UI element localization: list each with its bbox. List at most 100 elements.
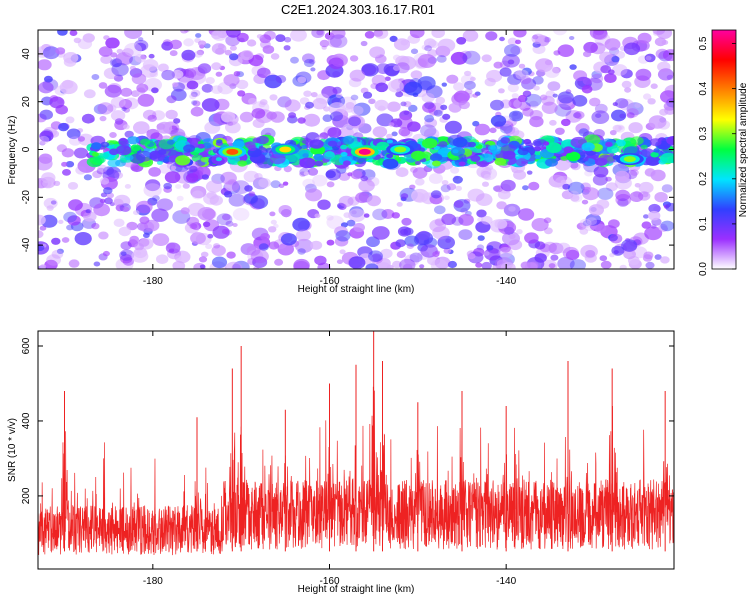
heatmap-cell (364, 31, 375, 39)
heatmap-cell (77, 136, 85, 142)
heatmap-cell (401, 217, 412, 226)
heatmap-cell (407, 121, 421, 132)
heatmap-cell (246, 245, 261, 256)
heatmap-cell (662, 49, 674, 62)
heatmap-cell (193, 50, 203, 58)
heatmap-cell (326, 181, 335, 188)
heatmap-cell (111, 62, 129, 77)
heatmap-cell (350, 170, 363, 180)
heatmap-cell (408, 104, 418, 112)
heatmap-cell (518, 208, 535, 221)
heatmap-cell (456, 37, 467, 45)
heatmap-cell (609, 130, 617, 136)
heatmap-cell (248, 191, 256, 197)
heatmap-cell (372, 126, 388, 138)
heatmap-cell (437, 38, 456, 53)
heatmap-cell (237, 160, 248, 167)
heatmap-cell (596, 199, 610, 210)
heatmap-cell (190, 232, 206, 245)
heatmap-cell (604, 38, 621, 51)
heatmap-cell (315, 93, 330, 105)
heatmap-cell (376, 141, 390, 151)
heatmap-cell (444, 120, 462, 134)
heatmap-panel: -180 -160 -140 40 20 0 -20 -40 Height of strai… (7, 29, 675, 295)
heatmap-cell (414, 161, 421, 165)
heatmap-cell (349, 55, 359, 62)
heatmap-cell (55, 47, 66, 55)
heatmap-cell (347, 172, 353, 177)
heatmap-cell (224, 261, 243, 269)
heatmap-cell (297, 248, 306, 255)
heatmap-cell (283, 165, 292, 173)
heatmap-cell (532, 76, 544, 85)
heatmap-cell (50, 200, 57, 205)
heatmap-cell (631, 246, 648, 259)
heatmap-cell (166, 95, 177, 104)
heatmap-cell (419, 264, 425, 269)
heatmap-cell (554, 103, 572, 117)
heatmap-cell (38, 244, 45, 252)
heatmap-cell (581, 85, 593, 94)
heatmap-cell (119, 249, 135, 261)
heatmap-cell (569, 64, 577, 70)
heatmap-cell (475, 262, 483, 268)
heatmap-cell (553, 30, 567, 36)
heatmap-cell (410, 70, 423, 80)
heatmap-cell (197, 143, 205, 149)
heatmap-cell (189, 223, 198, 230)
heatmap-cell (660, 256, 670, 264)
heatmap-cell (139, 221, 155, 233)
heatmap-cell (204, 121, 221, 134)
heatmap-cell (569, 259, 586, 269)
heatmap-cell (409, 184, 416, 190)
heatmap-cell (534, 154, 542, 160)
heatmap-cell (335, 230, 351, 242)
heatmap-cell (365, 263, 379, 269)
heatmap-cell (205, 243, 213, 250)
heatmap-cell (658, 223, 668, 231)
heatmap-cell (311, 30, 325, 38)
heatmap-cell (431, 30, 445, 38)
heatmap-cell (528, 181, 540, 191)
heatmap-cell (97, 164, 108, 173)
heatmap-cell (410, 48, 419, 55)
heatmap-cell (319, 39, 330, 48)
heatmap-cell (93, 261, 101, 267)
heatmap-cell (330, 111, 343, 122)
heatmap-cell (201, 208, 217, 220)
y-tick-label: 600 (21, 337, 32, 354)
heatmap-cell (453, 82, 465, 91)
heatmap-cell (628, 122, 643, 134)
heatmap-cell (450, 166, 460, 174)
heatmap-cell (110, 96, 126, 109)
heatmap-cell (312, 98, 328, 110)
heatmap-hotspot (279, 146, 292, 153)
heatmap-cell (212, 30, 227, 41)
heatmap-cell (91, 152, 99, 157)
colorbar-label: Normalized spectral amplitude (738, 82, 749, 217)
heatmap-cell (335, 93, 343, 99)
heatmap-cell (375, 82, 389, 93)
heatmap-cell (477, 235, 485, 241)
heatmap-cell (481, 215, 493, 225)
heatmap-cell (290, 30, 307, 42)
heatmap-cell (557, 44, 574, 57)
heatmap-cell (133, 39, 149, 52)
heatmap-cell (368, 250, 383, 262)
heatmap-cell (38, 135, 50, 145)
heatmap-cell (382, 158, 399, 169)
heatmap-cell (582, 187, 600, 201)
heatmap-cell (391, 131, 398, 137)
heatmap-cell (243, 170, 259, 183)
heatmap-cell (275, 75, 287, 84)
heatmap-cell (467, 141, 476, 148)
heatmap-cell (650, 224, 657, 229)
heatmap-cell (392, 65, 401, 71)
heatmap-cell (123, 97, 139, 110)
heatmap-cell (626, 102, 644, 116)
heatmap-cell (508, 98, 523, 109)
heatmap-cell (99, 198, 106, 204)
heatmap-cell (110, 110, 126, 122)
heatmap-cell (349, 69, 366, 82)
colorbar: 0.0 0.1 0.2 0.3 0.4 0.5 Normalized spectral a… (698, 29, 749, 276)
